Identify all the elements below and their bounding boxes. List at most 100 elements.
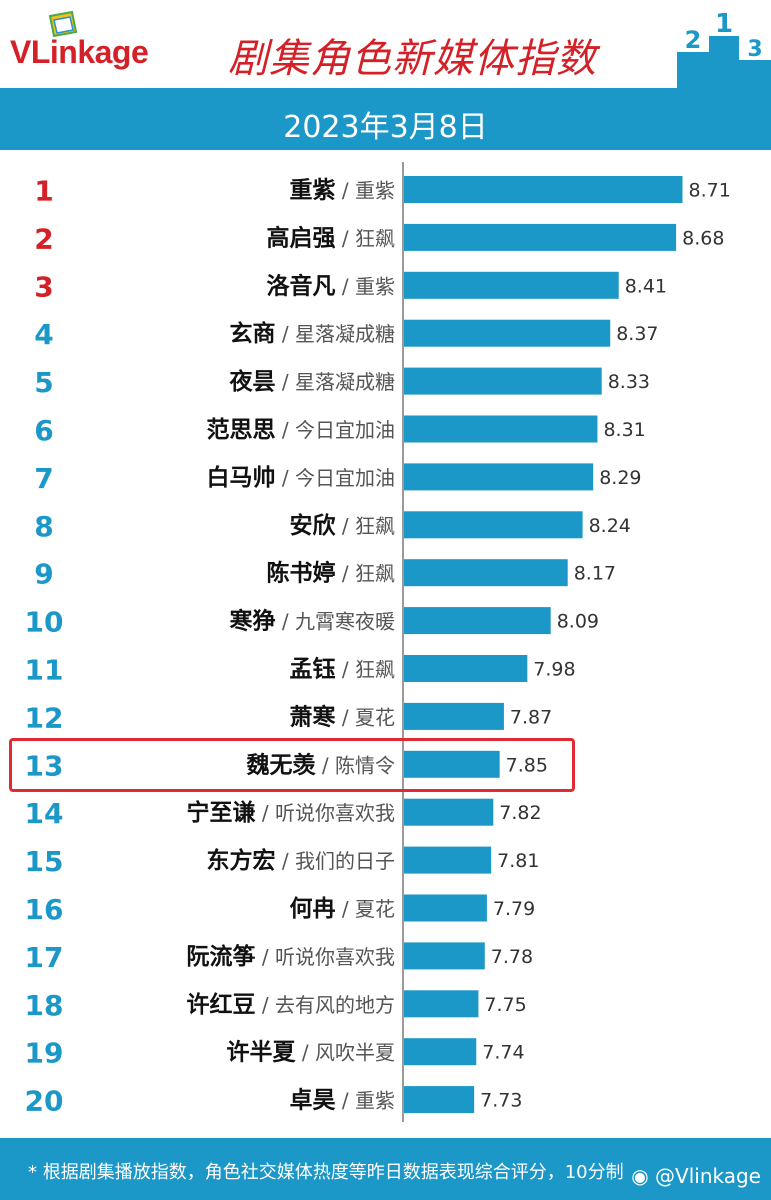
date-banner: 2023年3月8日 <box>0 88 771 150</box>
label-separator: / <box>276 466 295 490</box>
bar <box>404 1038 477 1066</box>
label-separator: / <box>336 274 355 298</box>
label-separator: / <box>336 1089 355 1113</box>
drama-name: 听说你喜欢我 <box>275 945 395 969</box>
label-separator: / <box>336 658 355 682</box>
bar-row: 15 东方宏 / 我们的日子 7.81 <box>25 845 540 878</box>
svg-text:3: 3 <box>747 37 762 62</box>
bar <box>404 1086 475 1114</box>
bar <box>404 559 568 587</box>
bar <box>404 319 611 347</box>
bar <box>404 367 602 395</box>
character-name: 玄商 <box>230 320 276 347</box>
bar <box>404 415 598 443</box>
data-label: 7.85 <box>506 754 548 776</box>
bar-row: 11 孟钰 / 狂飙 7.98 <box>25 654 576 687</box>
category-label: 许红豆 / 去有风的地方 <box>187 991 395 1018</box>
data-label: 8.71 <box>688 180 730 202</box>
rank-label: 17 <box>25 941 64 974</box>
drama-name: 今日宜加油 <box>295 418 395 442</box>
bar <box>404 942 485 970</box>
page-title: 剧集角色新媒体指数 <box>228 36 597 82</box>
rank-label: 16 <box>25 893 64 926</box>
bar-row: 14 宁至谦 / 听说你喜欢我 7.82 <box>25 797 542 830</box>
header: VLinkage 剧集角色新媒体指数 2 1 3 <box>0 0 771 88</box>
category-label: 白马帅 / 今日宜加油 <box>207 464 395 491</box>
rank-label: 3 <box>34 270 53 303</box>
character-name: 重紫 <box>290 178 336 204</box>
category-label: 何冉 / 夏花 <box>290 896 395 922</box>
category-label: 萧寒 / 夏花 <box>290 703 395 730</box>
label-separator: / <box>336 179 355 203</box>
highlight-box <box>9 738 575 792</box>
character-name: 宁至谦 <box>187 799 256 826</box>
drama-name: 陈情令 <box>335 753 395 777</box>
label-separator: / <box>336 226 355 250</box>
bar-row: 20 卓昊 / 重紫 7.73 <box>25 1085 523 1118</box>
drama-name: 狂飙 <box>355 514 395 538</box>
bar-row: 10 寒狰 / 九霄寒夜暖 8.09 <box>25 606 599 639</box>
bar-row: 13 魏无羡 / 陈情令 7.85 <box>25 749 548 782</box>
category-label: 阮流筝 / 听说你喜欢我 <box>187 943 395 970</box>
bar <box>404 702 504 730</box>
data-label: 8.24 <box>589 515 631 537</box>
drama-name: 重紫 <box>355 179 395 203</box>
character-name: 魏无羡 <box>246 751 317 778</box>
category-label: 寒狰 / 九霄寒夜暖 <box>230 608 395 635</box>
character-name: 高启强 <box>267 224 336 251</box>
drama-name: 重紫 <box>355 274 395 298</box>
rank-label: 11 <box>25 654 64 687</box>
drama-name: 去有风的地方 <box>275 993 395 1017</box>
character-name: 何冉 <box>290 896 336 922</box>
bar <box>404 271 619 299</box>
rank-label: 2 <box>34 222 53 255</box>
character-name: 白马帅 <box>207 464 276 491</box>
category-label: 高启强 / 狂飙 <box>267 224 395 251</box>
bar-row: 9 陈书婷 / 狂飙 8.17 <box>34 558 616 591</box>
bar <box>404 750 500 778</box>
bar-row: 7 白马帅 / 今日宜加油 8.29 <box>34 462 641 495</box>
rank-label: 15 <box>25 845 64 878</box>
bar-row: 4 玄商 / 星落凝成糖 8.37 <box>34 318 658 351</box>
label-separator: / <box>336 897 355 921</box>
watermark-text: @Vlinkage <box>655 1164 761 1188</box>
character-name: 寒狰 <box>230 608 276 635</box>
label-separator: / <box>316 753 335 777</box>
drama-name: 今日宜加油 <box>295 466 395 490</box>
data-label: 8.29 <box>599 467 641 489</box>
rank-label: 18 <box>25 989 64 1022</box>
bar-row: 19 许半夏 / 风吹半夏 7.74 <box>25 1037 525 1070</box>
bar <box>404 846 492 874</box>
data-label: 8.09 <box>557 611 599 633</box>
rank-label: 6 <box>34 414 53 447</box>
character-name: 卓昊 <box>290 1088 336 1114</box>
category-label: 卓昊 / 重紫 <box>290 1088 395 1114</box>
bar-row: 1 重紫 / 重紫 8.71 <box>34 175 731 208</box>
drama-name: 狂飙 <box>355 658 395 682</box>
label-separator: / <box>276 610 295 634</box>
bar-row: 2 高启强 / 狂飙 8.68 <box>34 222 724 255</box>
drama-name: 夏花 <box>355 897 395 921</box>
rank-label: 20 <box>25 1085 64 1118</box>
character-name: 范思思 <box>207 417 276 443</box>
data-label: 7.73 <box>480 1090 522 1112</box>
footnote: * 根据剧集播放指数，角色社交媒体热度等昨日数据表现综合评分，10分制 <box>28 1162 624 1183</box>
drama-name: 狂飙 <box>355 226 395 250</box>
bar-row: 17 阮流筝 / 听说你喜欢我 7.78 <box>25 941 534 974</box>
bar-row: 8 安欣 / 狂飙 8.24 <box>34 510 631 543</box>
category-label: 重紫 / 重紫 <box>290 178 395 204</box>
label-separator: / <box>276 418 295 442</box>
data-label: 8.33 <box>608 371 650 393</box>
drama-name: 九霄寒夜暖 <box>295 610 395 634</box>
bar-row: 16 何冉 / 夏花 7.79 <box>25 893 536 926</box>
data-label: 8.37 <box>616 323 658 345</box>
data-label: 8.17 <box>574 563 616 585</box>
label-separator: / <box>336 514 355 538</box>
rank-label: 10 <box>25 606 64 639</box>
category-label: 夜昙 / 星落凝成糖 <box>229 368 395 395</box>
data-label: 7.78 <box>491 946 533 968</box>
label-separator: / <box>256 801 275 825</box>
category-label: 魏无羡 / 陈情令 <box>246 751 395 778</box>
data-label: 8.31 <box>603 419 645 441</box>
logo-mark-icon <box>48 10 78 38</box>
